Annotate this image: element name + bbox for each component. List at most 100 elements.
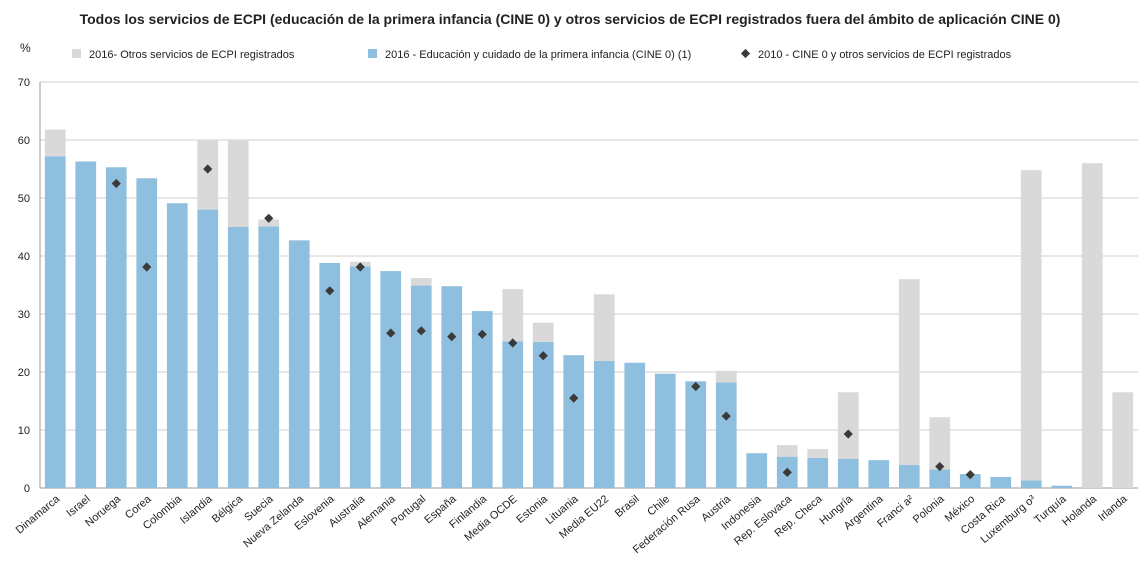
marker-2010	[416, 326, 426, 336]
legend-label: 2010 - CINE 0 y otros servicios de ECPI …	[758, 49, 1012, 61]
bar-other-services	[593, 294, 615, 361]
bar-ecpi-cine0	[166, 203, 188, 488]
legend-swatch	[740, 48, 751, 59]
y-axis-unit: %	[20, 41, 31, 55]
marker-2010	[935, 461, 945, 472]
marker-2010	[965, 470, 975, 480]
chart-title: Todos los servicios de ECPI (educación d…	[80, 11, 1061, 27]
bar-ecpi-cine0	[380, 271, 402, 488]
marker-2010	[721, 411, 731, 421]
marker-2010	[477, 329, 487, 339]
x-tick-label: Polonia	[911, 493, 947, 526]
bar-other-services	[807, 449, 829, 458]
x-tick-label: Luxemburg o³	[978, 493, 1038, 546]
marker-2010	[111, 178, 121, 189]
series-ecpi-cine0-bars	[44, 156, 1073, 489]
y-tick-label: 60	[18, 135, 30, 147]
bar-other-services	[44, 129, 66, 157]
marker-2010	[843, 429, 853, 439]
bar-other-services	[929, 417, 951, 470]
x-tick-label: Brasil	[613, 493, 642, 520]
bar-ecpi-cine0	[105, 167, 127, 488]
bar-ecpi-cine0	[654, 373, 676, 488]
y-axis-ticks: 0 10 20 30 40 50 60 70	[18, 77, 30, 495]
marker-2010	[538, 351, 548, 361]
legend-label: 2016- Otros servicios de ECPI registrado…	[89, 49, 295, 61]
x-tick-label: Bélgica	[210, 493, 246, 526]
bar-ecpi-cine0	[349, 266, 371, 488]
bar-ecpi-cine0	[1051, 485, 1073, 488]
bar-ecpi-cine0	[227, 227, 249, 488]
x-tick-label: Holanda	[1060, 493, 1100, 529]
marker-2010	[569, 393, 579, 403]
bar-ecpi-cine0	[502, 341, 524, 488]
bar-other-services	[1081, 163, 1103, 488]
bar-ecpi-cine0	[959, 474, 981, 488]
y-tick-label: 50	[18, 193, 30, 205]
bar-ecpi-cine0	[136, 178, 158, 488]
bar-other-services	[898, 279, 920, 465]
bar-ecpi-cine0	[319, 262, 341, 488]
series-other-services-bars	[44, 129, 1134, 488]
bar-ecpi-cine0	[898, 464, 920, 488]
bar-ecpi-cine0	[715, 382, 737, 488]
marker-2010	[264, 213, 274, 223]
legend: 2016- Otros servicios de ECPI registrado…	[72, 48, 1012, 61]
y-tick-label: 30	[18, 309, 30, 321]
y-tick-label: 70	[18, 77, 30, 89]
bar-ecpi-cine0	[807, 457, 829, 488]
bar-ecpi-cine0	[197, 209, 219, 488]
series-2010-markers	[111, 164, 975, 480]
bar-ecpi-cine0	[75, 161, 97, 488]
bar-other-services	[715, 370, 737, 383]
bar-other-services	[502, 289, 524, 342]
bar-other-services	[197, 140, 219, 210]
marker-2010	[203, 164, 213, 174]
y-tick-label: 20	[18, 367, 30, 379]
bar-other-services	[837, 392, 859, 459]
bar-ecpi-cine0	[288, 240, 310, 488]
bar-ecpi-cine0	[471, 311, 493, 488]
bar-ecpi-cine0	[929, 469, 951, 488]
y-tick-label: 40	[18, 251, 30, 263]
bar-ecpi-cine0	[44, 156, 66, 489]
marker-2010	[142, 262, 152, 272]
bar-other-services	[776, 445, 798, 457]
x-tick-label: Irlanda	[1096, 493, 1130, 524]
x-tick-label: Noruega	[83, 493, 124, 530]
x-tick-label: Dinamarca	[14, 493, 63, 537]
bar-ecpi-cine0	[1020, 480, 1042, 488]
bar-ecpi-cine0	[258, 226, 280, 489]
bar-ecpi-cine0	[746, 453, 768, 488]
bar-ecpi-cine0	[685, 381, 707, 488]
bar-ecpi-cine0	[563, 355, 585, 488]
bar-ecpi-cine0	[837, 459, 859, 488]
bar-ecpi-cine0	[532, 341, 554, 488]
legend-swatch	[72, 49, 81, 58]
marker-2010	[447, 332, 457, 342]
bar-ecpi-cine0	[441, 286, 463, 488]
marker-2010	[782, 467, 792, 477]
bar-other-services	[258, 219, 280, 227]
marker-2010	[355, 262, 365, 272]
bar-other-services	[410, 278, 432, 286]
bar-other-services	[227, 140, 249, 227]
marker-2010	[386, 328, 396, 338]
bar-other-services	[1112, 392, 1134, 488]
bar-other-services	[532, 322, 554, 342]
bar-ecpi-cine0	[593, 360, 615, 488]
y-tick-label: 0	[24, 483, 30, 495]
y-tick-label: 10	[18, 425, 30, 437]
bar-ecpi-cine0	[624, 362, 646, 488]
bar-other-services	[1020, 170, 1042, 481]
marker-2010	[508, 338, 518, 348]
bar-ecpi-cine0	[410, 285, 432, 488]
bar-ecpi-cine0	[990, 476, 1012, 488]
bar-ecpi-cine0	[868, 460, 890, 488]
marker-2010	[325, 286, 335, 296]
legend-label: 2016 - Educación y cuidado de la primera…	[385, 49, 691, 61]
x-tick-label: Islandia	[178, 493, 215, 527]
